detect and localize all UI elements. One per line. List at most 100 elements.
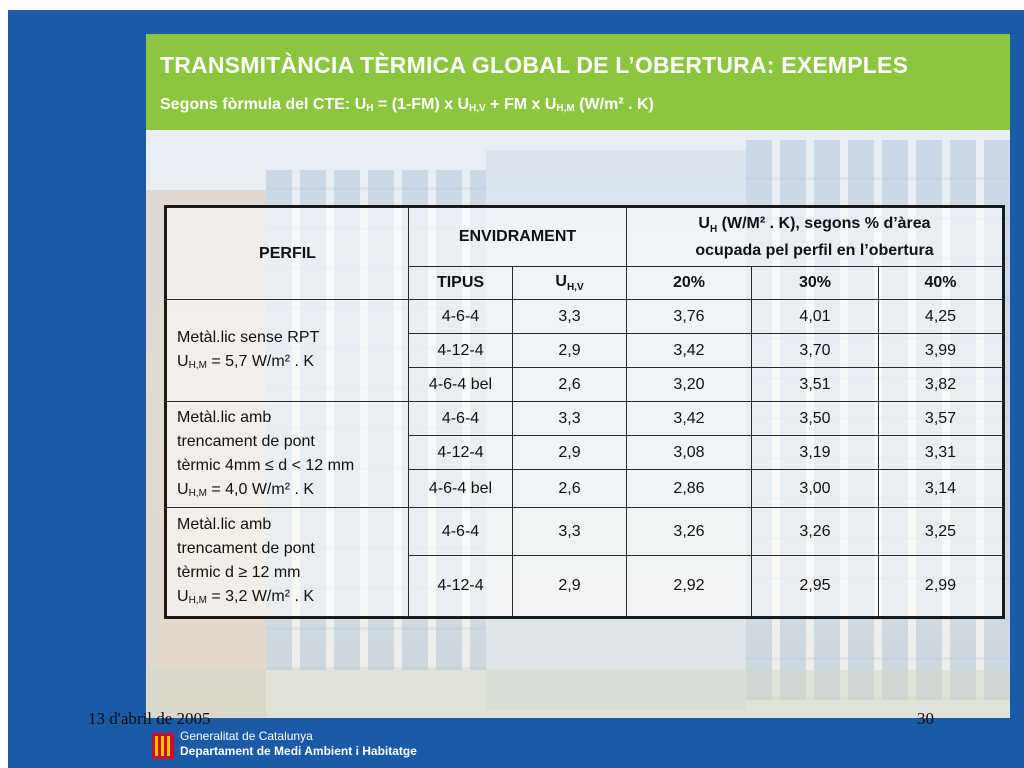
cell-20: 3,08 <box>626 435 752 470</box>
subtitle-sub-1: H <box>366 103 374 114</box>
header-uh-text: (W/M² . K), segons % d’àrea <box>717 214 931 232</box>
left-frame-bar <box>0 0 146 768</box>
cell-20: 3,26 <box>626 507 752 556</box>
cell-30: 3,00 <box>751 469 879 508</box>
cell-40: 3,57 <box>878 401 1004 436</box>
cell-uhv: 2,6 <box>512 469 627 508</box>
cell-40: 3,82 <box>878 367 1004 402</box>
cell-40: 4,25 <box>878 299 1004 334</box>
header-40: 40% <box>878 266 1004 300</box>
cell-40: 2,99 <box>878 555 1004 618</box>
table-row: 4-12-4 2,9 2,92 2,95 2,99 <box>166 555 1004 618</box>
cell-uhv: 2,9 <box>512 555 627 618</box>
perfil-cell-1: Metàl.lic sense RPT UH,M = 5,7 W/m² . K <box>165 299 409 402</box>
table-row: Metàl.lic amb trencament de pont tèrmic … <box>165 507 1004 618</box>
cell-tipus: 4-12-4 <box>408 333 513 368</box>
subtitle-text-4: (W/m² . K) <box>574 96 654 113</box>
cell-30: 3,19 <box>751 435 879 470</box>
subtitle-sub-3: H,M <box>556 103 575 114</box>
perfil-line: Metàl.lic amb <box>177 408 272 426</box>
cell-30: 4,01 <box>751 299 879 334</box>
table-row: 4-6-4 bel 2,6 2,86 3,00 3,14 <box>166 469 1004 508</box>
header-envidrament: ENVIDRAMENT <box>408 206 627 267</box>
perfil-u: U <box>177 352 189 370</box>
perfil-u-text: = 4,0 W/m² . K <box>206 480 315 498</box>
transmittance-table: PERFIL ENVIDRAMENT UH (W/M² . K), segons… <box>164 205 1005 619</box>
cell-40: 3,25 <box>878 507 1004 556</box>
cell-20: 3,42 <box>626 401 752 436</box>
perfil-u: U <box>177 588 189 605</box>
header-uhv: UH,V <box>512 266 627 300</box>
table-row: 4-6-4 bel 2,6 3,20 3,51 3,82 <box>166 367 1004 402</box>
cell-uhv: 2,9 <box>512 333 627 368</box>
cell-30: 2,95 <box>751 555 879 618</box>
cell-tipus: 4-6-4 <box>408 401 513 436</box>
logo-stripe <box>167 736 170 756</box>
slide-subtitle: Segons fòrmula del CTE: UH = (1-FM) x UH… <box>160 96 654 114</box>
cell-uhv: 3,3 <box>512 299 627 334</box>
slide-title: TRANSMITÀNCIA TÈRMICA GLOBAL DE L’OBERTU… <box>160 52 909 78</box>
perfil-u-value: UH,M = 4,0 W/m² . K <box>177 478 408 504</box>
cell-30: 3,26 <box>751 507 879 556</box>
cell-40: 3,31 <box>878 435 1004 470</box>
header-uh-u: U <box>698 214 710 232</box>
perfil-line: trencament de pont <box>177 540 315 557</box>
top-frame-stripe <box>0 0 1024 10</box>
perfil-cell-2: Metàl.lic amb trencament de pont tèrmic … <box>165 401 409 508</box>
cell-30: 3,70 <box>751 333 879 368</box>
perfil-cell-3: Metàl.lic amb trencament de pont tèrmic … <box>165 507 409 618</box>
perfil-u-sub: H,M <box>188 595 207 606</box>
cell-tipus: 4-12-4 <box>408 435 513 470</box>
cell-30: 3,50 <box>751 401 879 436</box>
header-20: 20% <box>626 266 752 300</box>
cell-20: 2,92 <box>626 555 752 618</box>
table-header-row-1: PERFIL ENVIDRAMENT UH (W/M² . K), segons… <box>165 206 1004 300</box>
header-30: 30% <box>751 266 879 300</box>
logo-stripe <box>155 736 158 756</box>
cell-tipus: 4-6-4 <box>408 507 513 556</box>
subtitle-text-2: = (1-FM) x U <box>373 96 470 113</box>
cell-20: 3,20 <box>626 367 752 402</box>
cell-20: 2,86 <box>626 469 752 508</box>
header-uhv-sub: H,V <box>566 282 584 294</box>
cell-tipus: 4-12-4 <box>408 555 513 618</box>
slide-header: TRANSMITÀNCIA TÈRMICA GLOBAL DE L’OBERTU… <box>146 34 1010 130</box>
page-number: 30 <box>917 709 934 728</box>
subtitle-sub-2: H,V <box>469 103 486 114</box>
cell-40: 3,14 <box>878 469 1004 508</box>
perfil-line: Metàl.lic amb <box>177 516 272 533</box>
org-name-line2: Departament de Medi Ambient i Habitatge <box>180 744 417 758</box>
header-uh-line2: ocupada pel perfil en l’obertura <box>695 242 934 260</box>
right-frame-bar <box>1010 0 1024 768</box>
perfil-line: trencament de pont <box>177 432 315 450</box>
perfil-u-text: = 5,7 W/m² . K <box>206 352 315 370</box>
header-tipus: TIPUS <box>408 266 513 300</box>
left-frame-stripe <box>0 0 8 768</box>
perfil-line: tèrmic d ≥ 12 mm <box>177 564 301 581</box>
table-row: 4-12-4 2,9 3,42 3,70 3,99 <box>166 333 1004 368</box>
perfil-u-sub: H,M <box>188 359 207 371</box>
cell-uhv: 3,3 <box>512 507 627 556</box>
cell-tipus: 4-6-4 bel <box>408 367 513 402</box>
cell-tipus: 4-6-4 bel <box>408 469 513 508</box>
org-name-line1: Generalitat de Catalunya <box>180 729 313 743</box>
perfil-u-text: = 3,2 W/m² . K <box>206 588 315 605</box>
header-uh: UH (W/M² . K), segons % d’àrea ocupada p… <box>626 206 1004 267</box>
perfil-u-value: UH,M = 5,7 W/m² . K <box>177 350 408 376</box>
cell-30: 3,51 <box>751 367 879 402</box>
header-uh-sub: H <box>709 224 718 236</box>
cell-uhv: 2,9 <box>512 435 627 470</box>
subtitle-text-1: Segons fòrmula del CTE: U <box>160 96 367 113</box>
cell-tipus: 4-6-4 <box>408 299 513 334</box>
perfil-u: U <box>177 480 189 498</box>
photo-ground <box>146 670 1010 718</box>
table-row: Metàl.lic sense RPT UH,M = 5,7 W/m² . K … <box>165 299 1004 402</box>
cell-uhv: 2,6 <box>512 367 627 402</box>
cell-20: 3,76 <box>626 299 752 334</box>
logo-stripe <box>161 736 164 756</box>
slide-date: 13 d'abril de 2005 <box>88 709 211 728</box>
footer-bar <box>146 718 1010 768</box>
table-row: Metàl.lic amb trencament de pont tèrmic … <box>165 401 1004 508</box>
cell-20: 3,42 <box>626 333 752 368</box>
subtitle-text-3: + FM x U <box>485 96 557 113</box>
